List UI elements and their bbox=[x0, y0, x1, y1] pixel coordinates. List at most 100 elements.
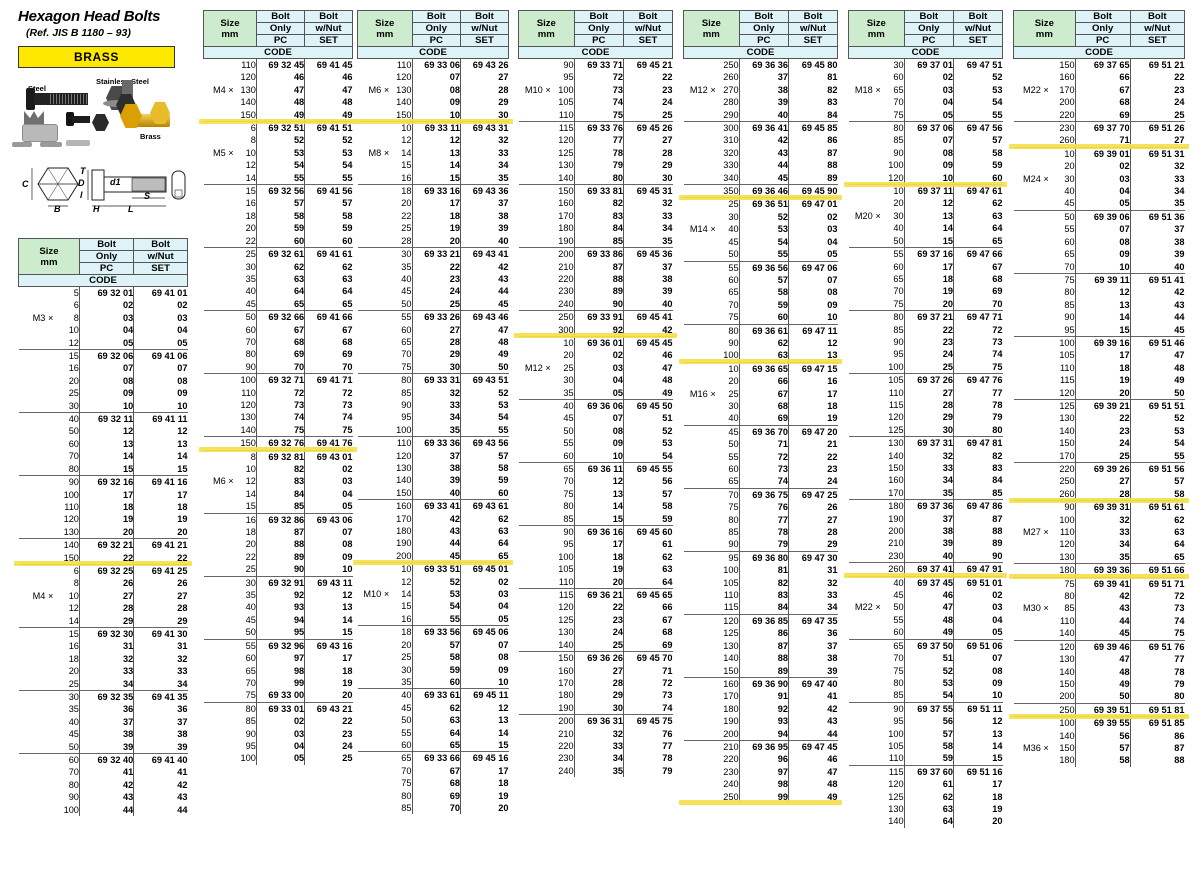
table-row[interactable]: 260 69 37 41 69 47 91 bbox=[848, 562, 1003, 577]
table-row[interactable]: 16 07 07 bbox=[19, 362, 188, 375]
code-pc-cell[interactable]: 69 32 91 bbox=[256, 575, 306, 590]
code-set-cell[interactable]: 18 bbox=[342, 665, 353, 676]
code-set-cell[interactable]: 37 bbox=[498, 198, 509, 209]
code-set-cell[interactable]: 24 bbox=[342, 740, 353, 751]
code-set-cell[interactable]: 04 bbox=[827, 236, 838, 247]
code-pc-cell[interactable]: 09 bbox=[79, 387, 135, 400]
code-set-cell[interactable]: 80 bbox=[1174, 691, 1185, 702]
code-set-cell[interactable]: 69 41 21 bbox=[133, 538, 188, 552]
table-row[interactable]: 60 97 17 bbox=[204, 652, 353, 665]
code-pc-cell[interactable]: 68 bbox=[256, 335, 306, 349]
table-row[interactable]: 220 33 77 bbox=[519, 739, 673, 753]
code-set-cell[interactable]: 33 bbox=[827, 590, 838, 601]
code-set-cell[interactable]: 48 bbox=[827, 779, 838, 790]
code-pc-cell[interactable]: 52 bbox=[256, 134, 306, 147]
code-set-cell[interactable]: 03 bbox=[992, 602, 1003, 613]
table-row[interactable]: 230 69 37 70 69 51 26 bbox=[1013, 121, 1185, 135]
code-pc-cell[interactable]: 69 36 36 bbox=[739, 58, 790, 72]
code-pc-cell[interactable]: 13 bbox=[574, 487, 625, 501]
code-set-cell[interactable]: 69 41 25 bbox=[133, 563, 188, 578]
code-set-cell[interactable]: 43 bbox=[827, 716, 838, 727]
code-pc-cell[interactable]: 69 32 86 bbox=[256, 512, 306, 527]
code-set-cell[interactable]: 38 bbox=[498, 210, 509, 221]
code-pc-cell[interactable]: 75 bbox=[574, 108, 625, 122]
table-row[interactable]: 125 69 39 21 69 51 51 bbox=[1013, 398, 1185, 413]
table-row[interactable]: 80 15 15 bbox=[19, 462, 188, 476]
table-row[interactable]: 100 32 62 bbox=[1014, 513, 1185, 527]
table-row[interactable]: 65 69 36 11 69 45 55 bbox=[518, 462, 673, 476]
code-pc-cell[interactable]: 17 bbox=[79, 488, 135, 501]
code-pc-cell[interactable]: 73 bbox=[574, 83, 625, 97]
code-set-cell[interactable]: 65 bbox=[992, 235, 1003, 246]
table-row[interactable]: 55 69 33 26 69 43 46 bbox=[357, 310, 509, 324]
code-pc-cell[interactable]: 95 bbox=[256, 626, 306, 640]
code-pc-cell[interactable]: 69 32 76 bbox=[256, 436, 306, 451]
code-set-cell[interactable]: 69 51 76 bbox=[1130, 639, 1185, 654]
table-row[interactable]: 170 28 72 bbox=[519, 676, 673, 690]
code-pc-cell[interactable]: 69 33 01 bbox=[256, 701, 306, 716]
code-set-cell[interactable]: 69 47 06 bbox=[788, 260, 838, 274]
code-set-cell[interactable]: 35 bbox=[498, 172, 509, 183]
code-set-cell[interactable]: 82 bbox=[992, 450, 1003, 461]
code-set-cell[interactable]: 69 45 36 bbox=[623, 247, 673, 261]
code-pc-cell[interactable]: 69 bbox=[1075, 108, 1131, 122]
code-pc-cell[interactable]: 87 bbox=[574, 260, 625, 273]
table-row[interactable]: 90 79 29 bbox=[684, 538, 838, 552]
code-set-cell[interactable]: 57 bbox=[498, 450, 509, 461]
code-pc-cell[interactable]: 35 bbox=[904, 486, 955, 500]
code-pc-cell[interactable]: 69 32 25 bbox=[79, 563, 135, 578]
table-row[interactable]: 75 60 10 bbox=[684, 311, 838, 325]
code-set-cell[interactable]: 69 41 30 bbox=[133, 626, 188, 641]
code-pc-cell[interactable]: 69 36 65 bbox=[739, 361, 790, 376]
table-row[interactable]: 320 43 87 bbox=[684, 146, 838, 160]
code-pc-cell[interactable]: 04 bbox=[79, 324, 135, 337]
code-pc-cell[interactable]: 70 bbox=[256, 360, 306, 374]
code-pc-cell[interactable]: 22 bbox=[79, 551, 135, 565]
code-set-cell[interactable]: 02 bbox=[498, 576, 509, 587]
table-row[interactable]: M4 × 130 47 47 bbox=[204, 83, 353, 97]
code-pc-cell[interactable]: 15 bbox=[412, 171, 461, 185]
code-set-cell[interactable]: 69 51 66 bbox=[1130, 563, 1185, 578]
code-set-cell[interactable]: 13 bbox=[827, 350, 838, 361]
code-set-cell[interactable]: 13 bbox=[498, 715, 509, 726]
code-set-cell[interactable]: 77 bbox=[992, 387, 1003, 398]
code-pc-cell[interactable]: 27 bbox=[412, 323, 461, 336]
code-pc-cell[interactable]: 14 bbox=[1075, 311, 1131, 324]
code-pc-cell[interactable]: 40 bbox=[739, 108, 790, 122]
code-pc-cell[interactable]: 62 bbox=[904, 790, 955, 803]
table-row[interactable]: 90 03 23 bbox=[204, 727, 353, 740]
table-row[interactable]: 70 19 69 bbox=[849, 285, 1003, 298]
table-row[interactable]: 150 24 54 bbox=[1014, 437, 1185, 450]
code-pc-cell[interactable]: 28 bbox=[79, 602, 135, 615]
code-set-cell[interactable]: 69 45 45 bbox=[623, 335, 673, 350]
code-set-cell[interactable]: 42 bbox=[177, 779, 188, 790]
code-set-cell[interactable]: 47 bbox=[827, 766, 838, 777]
code-pc-cell[interactable]: 18 bbox=[1075, 361, 1131, 375]
code-set-cell[interactable]: 24 bbox=[827, 476, 838, 487]
table-row[interactable]: 40 69 33 61 69 45 11 bbox=[357, 688, 509, 702]
code-pc-cell[interactable]: 74 bbox=[256, 411, 306, 424]
code-pc-cell[interactable]: 69 36 26 bbox=[574, 651, 625, 665]
code-set-cell[interactable]: 69 45 06 bbox=[460, 625, 509, 639]
table-row[interactable]: M6 × 130 08 28 bbox=[358, 83, 509, 97]
code-pc-cell[interactable]: 07 bbox=[904, 134, 955, 147]
code-pc-cell[interactable]: 84 bbox=[574, 222, 625, 235]
code-pc-cell[interactable]: 74 bbox=[739, 475, 790, 489]
code-set-cell[interactable]: 53 bbox=[342, 147, 353, 158]
table-row[interactable]: 25 58 08 bbox=[358, 651, 509, 664]
code-set-cell[interactable]: 20 bbox=[342, 690, 353, 701]
table-row[interactable]: 120 61 17 bbox=[849, 778, 1003, 791]
table-row[interactable]: 200 68 24 bbox=[1014, 96, 1185, 109]
code-pc-cell[interactable]: 42 bbox=[739, 134, 790, 147]
table-row[interactable]: 160 82 32 bbox=[519, 197, 673, 210]
code-set-cell[interactable]: 34 bbox=[827, 602, 838, 613]
table-row[interactable]: 15 69 32 06 69 41 06 bbox=[18, 349, 188, 363]
table-row[interactable]: 60 13 13 bbox=[19, 437, 188, 451]
table-row[interactable]: 35 22 42 bbox=[358, 260, 509, 273]
code-pc-cell[interactable]: 33 bbox=[904, 462, 955, 475]
code-pc-cell[interactable]: 43 bbox=[79, 791, 135, 804]
code-set-cell[interactable]: 28 bbox=[827, 527, 838, 538]
code-set-cell[interactable]: 58 bbox=[498, 463, 509, 473]
code-pc-cell[interactable]: 68 bbox=[1075, 96, 1131, 109]
code-pc-cell[interactable]: 32 bbox=[412, 386, 461, 399]
